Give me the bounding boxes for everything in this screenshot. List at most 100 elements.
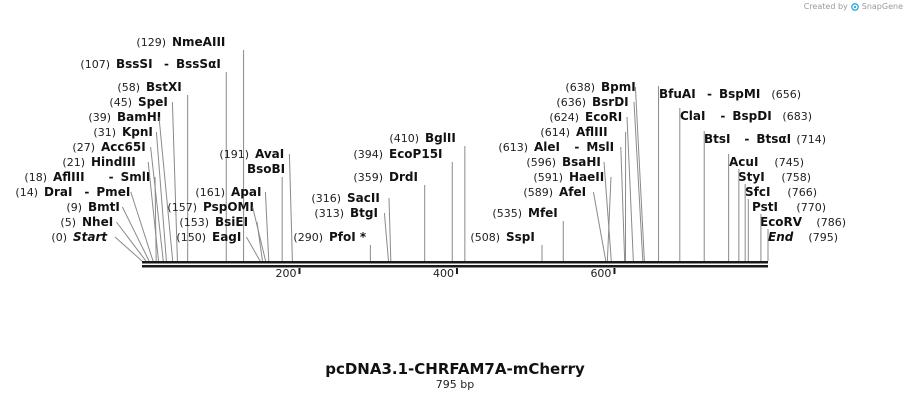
site-position: (161)	[195, 186, 225, 199]
site-bsssi[interactable]: (107) BssSI - BssSαI	[80, 57, 220, 71]
enzyme-name: BtsαI	[756, 132, 791, 146]
site-pspomi[interactable]: (157) PspOMI	[167, 200, 254, 214]
site-ecorv[interactable]: EcoRV (786)	[760, 215, 846, 229]
site-bpmi[interactable]: (638) BpmI	[565, 80, 635, 94]
site-sacii[interactable]: (316) SacII	[311, 191, 379, 205]
site-position: (624)	[549, 111, 579, 124]
site-leader-line	[114, 236, 143, 262]
site-bsahi[interactable]: (596) BsaHI	[526, 155, 601, 169]
site-position: (714)	[796, 133, 826, 146]
site-end[interactable]: End (795)	[768, 230, 838, 244]
enzyme-name: BssSαI	[176, 57, 221, 71]
site-apai[interactable]: (161) ApaI	[195, 185, 261, 199]
snapgene-logo-icon	[850, 2, 859, 11]
site-acui[interactable]: AcuI (745)	[729, 155, 804, 169]
site-position: (636)	[556, 96, 586, 109]
site-leader-line	[288, 153, 293, 262]
site-position: (290)	[293, 231, 323, 244]
site-clai[interactable]: ClaI - BspDI (683)	[680, 109, 812, 123]
site-position: (14)	[15, 186, 38, 199]
site-position: (359)	[353, 171, 383, 184]
enzyme-name: MslI	[586, 140, 614, 154]
site-bstxi[interactable]: (58) BstXI	[117, 80, 181, 94]
site-position: (535)	[492, 207, 522, 220]
site-afliii[interactable]: (614) AflIII	[540, 125, 607, 139]
site-nmeaiii[interactable]: (129) NmeAIII	[136, 35, 225, 49]
enzyme-name: BsiEI	[215, 215, 248, 229]
site-pfoi[interactable]: (290) PfoI *	[293, 230, 366, 244]
site-bamhi[interactable]: (39) BamHI	[88, 110, 161, 124]
site-position: (770)	[796, 201, 826, 214]
site-hindiii[interactable]: (21) HindIII	[62, 155, 135, 169]
site-drai[interactable]: (14) DraI - PmeI	[15, 185, 130, 199]
site-position: (591)	[533, 171, 563, 184]
enzyme-name: BsrDI	[592, 95, 629, 109]
site-ecop15i[interactable]: (394) EcoP15I	[353, 147, 442, 161]
site-btsi[interactable]: BtsI - BtsαI (714)	[704, 132, 826, 146]
site-position: (39)	[88, 111, 111, 124]
site-afei[interactable]: (589) AfeI	[523, 185, 586, 199]
enzyme-name: AflIII	[576, 125, 608, 139]
site-leader-line	[116, 221, 147, 262]
site-afliii[interactable]: (18) AflIII - SmlI	[24, 170, 150, 184]
site-position: (683)	[782, 110, 812, 123]
enzyme-name: EcoP15I	[389, 147, 443, 161]
name-separator: -	[574, 140, 579, 154]
site-bfuai[interactable]: BfuAI - BspMI (656)	[659, 87, 801, 101]
site-position: (107)	[80, 58, 110, 71]
site-haeii[interactable]: (591) HaeII	[533, 170, 604, 184]
enzyme-name: SspI	[506, 230, 535, 244]
site-bsrdi[interactable]: (636) BsrDI	[556, 95, 628, 109]
site-sspi[interactable]: (508) SspI	[470, 230, 534, 244]
site-bsobi[interactable]: BsoBI	[247, 162, 285, 176]
site-leader-line	[592, 191, 607, 262]
scale-tick-label: 200	[275, 267, 296, 280]
site-start[interactable]: (0) Start	[51, 230, 108, 244]
enzyme-name: AvaI	[255, 147, 284, 161]
name-separator: -	[744, 132, 749, 146]
site-acc65i[interactable]: (27) Acc65I	[72, 140, 145, 154]
site-position: (58)	[117, 81, 140, 94]
site-position: (508)	[470, 231, 500, 244]
map-length: 795 bp	[436, 378, 474, 391]
site-styi[interactable]: StyI (758)	[738, 170, 811, 184]
site-position: (766)	[787, 186, 817, 199]
site-position: (0)	[51, 231, 67, 244]
site-psti[interactable]: PstI (770)	[752, 200, 826, 214]
enzyme-name: ApaI	[231, 185, 261, 199]
enzyme-name: BtgI	[350, 206, 378, 220]
site-position: (9)	[66, 201, 82, 214]
site-kpni[interactable]: (31) KpnI	[93, 125, 153, 139]
site-drdi[interactable]: (359) DrdI	[353, 170, 418, 184]
enzyme-name: SmlI	[121, 170, 151, 184]
site-sfci[interactable]: SfcI (766)	[745, 185, 817, 199]
sequence-backbone-bottom	[142, 265, 768, 268]
name-separator: -	[109, 170, 114, 184]
enzyme-name: AcuI	[729, 155, 758, 169]
site-position: (313)	[314, 207, 344, 220]
site-spei[interactable]: (45) SpeI	[109, 95, 167, 109]
site-bsiei[interactable]: (153) BsiEI	[179, 215, 248, 229]
site-bglii[interactable]: (410) BglII	[389, 131, 455, 145]
name-separator: -	[164, 57, 169, 71]
site-bmti[interactable]: (9) BmtI	[66, 200, 119, 214]
site-avai[interactable]: (191) AvaI	[219, 147, 284, 161]
site-leader-line	[147, 161, 160, 262]
site-position: (157)	[167, 201, 197, 214]
site-alei[interactable]: (613) AleI - MslI	[498, 140, 614, 154]
site-btgi[interactable]: (313) BtgI	[314, 206, 378, 220]
enzyme-name: EcoRI	[585, 110, 622, 124]
site-leader-line	[634, 86, 645, 262]
site-ecori[interactable]: (624) EcoRI	[549, 110, 622, 124]
site-leader-line	[606, 176, 612, 262]
site-mfei[interactable]: (535) MfeI	[492, 206, 557, 220]
enzyme-name: BpmI	[601, 80, 636, 94]
site-position: (18)	[24, 171, 47, 184]
site-eagi[interactable]: (150) EagI	[176, 230, 241, 244]
site-position: (21)	[62, 156, 85, 169]
site-nhei[interactable]: (5) NheI	[60, 215, 113, 229]
site-leader-line	[620, 146, 626, 262]
scale-tick-label: 600	[590, 267, 611, 280]
site-leader-line	[626, 116, 634, 262]
